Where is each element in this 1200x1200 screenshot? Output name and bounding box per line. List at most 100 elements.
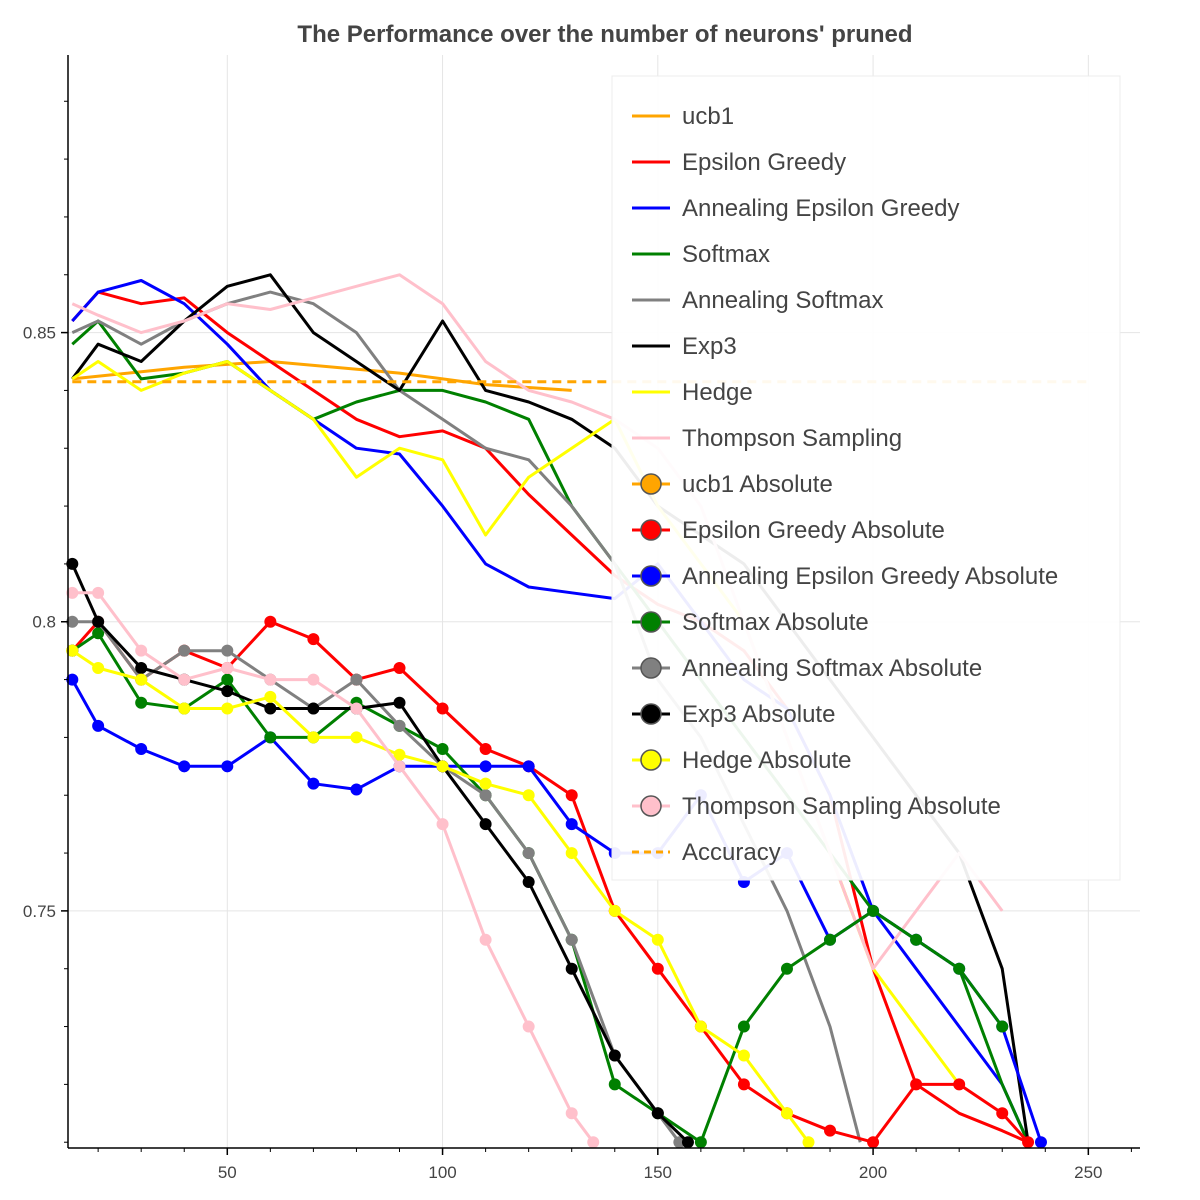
series-point-14 (178, 702, 191, 715)
series-point-14 (565, 847, 578, 860)
series-point-15 (178, 673, 191, 686)
series-point-13 (479, 818, 492, 831)
series-point-12 (393, 719, 406, 732)
series-point-13 (681, 1136, 694, 1149)
series-point-10 (1034, 1136, 1047, 1149)
series-point-11 (910, 933, 923, 946)
legend-swatch-marker (640, 749, 662, 771)
series-point-10 (135, 742, 148, 755)
legend-label: Softmax (682, 241, 770, 268)
series-point-10 (178, 760, 191, 773)
series-point-11 (953, 962, 966, 975)
series-point-10 (307, 777, 320, 790)
legend-item: Epsilon Greedy (632, 149, 846, 176)
legend-label: Epsilon Greedy Absolute (682, 517, 945, 544)
legend-label: Exp3 (682, 333, 737, 360)
series-point-12 (479, 789, 492, 802)
legend-item: Annealing Softmax (632, 287, 883, 314)
series-point-14 (264, 690, 277, 703)
series-point-13 (221, 685, 234, 698)
legend-item: Accuracy (632, 839, 781, 866)
series-line-1 (71, 290, 1029, 1144)
legend-item: Softmax Absolute (632, 609, 869, 636)
legend-item: ucb1 (632, 103, 734, 130)
series-point-15 (264, 673, 277, 686)
series-point-11 (608, 1078, 621, 1091)
series-point-14 (307, 731, 320, 744)
legend-label: Annealing Epsilon Greedy Absolute (682, 563, 1058, 590)
series-point-12 (221, 644, 234, 657)
chart-title: The Performance over the number of neuro… (297, 21, 912, 48)
legend-box (611, 75, 1121, 881)
legend: ucb1 Epsilon Greedy Annealing Epsilon Gree… (611, 75, 1121, 881)
series-point-9 (910, 1078, 923, 1091)
series-point-13 (307, 702, 320, 715)
series-point-9 (264, 615, 277, 628)
series-point-11 (996, 1020, 1009, 1033)
legend-item: Exp3 (632, 333, 737, 360)
series-point-11 (824, 933, 837, 946)
x-tick-label: 150 (644, 1163, 672, 1182)
series-point-14 (92, 662, 105, 675)
series-line-0 (72, 360, 572, 392)
series-point-13 (522, 875, 535, 888)
series-point-14 (802, 1136, 815, 1149)
legend-item: Thompson Sampling Absolute (632, 793, 1001, 820)
series-point-14 (436, 760, 449, 773)
legend-label: ucb1 (682, 103, 734, 130)
series-point-11 (264, 731, 277, 744)
series-point-13 (135, 662, 148, 675)
y-tick-label: 0.85 (23, 324, 56, 343)
legend-swatch-marker (640, 703, 662, 725)
series-point-15 (66, 586, 79, 599)
series-point-9 (867, 1136, 880, 1149)
series-point-14 (135, 673, 148, 686)
series-point-15 (350, 702, 363, 715)
series-point-9 (953, 1078, 966, 1091)
series-point-10 (221, 760, 234, 773)
series-point-9 (436, 702, 449, 715)
series-point-15 (92, 586, 105, 599)
legend-item: Epsilon Greedy Absolute (632, 517, 945, 544)
legend-item: Annealing Epsilon Greedy (632, 195, 960, 222)
x-tick-label: 200 (859, 1163, 887, 1182)
series-point-9 (737, 1078, 750, 1091)
series-point-14 (694, 1020, 707, 1033)
series-point-14 (780, 1107, 793, 1120)
series-point-14 (479, 777, 492, 790)
legend-swatch-marker (640, 611, 662, 633)
axes: 50 100 150 200 250 0.75 0.8 0.85 (23, 55, 1140, 1182)
series-point-13 (393, 696, 406, 709)
series-point-9 (824, 1124, 837, 1137)
series-point-15 (436, 818, 449, 831)
series-point-15 (221, 662, 234, 675)
series-point-10 (522, 760, 535, 773)
x-tick-label: 250 (1074, 1163, 1102, 1182)
series-point-14 (522, 789, 535, 802)
x-tick-label: 100 (428, 1163, 456, 1182)
series-point-10 (350, 783, 363, 796)
legend-label: Thompson Sampling (682, 425, 902, 452)
series-point-11 (694, 1136, 707, 1149)
series-point-14 (651, 933, 664, 946)
series-line-15 (72, 591, 595, 1144)
legend-label: Hedge (682, 379, 753, 406)
legend-item: Hedge (632, 379, 753, 406)
series-point-9 (1022, 1136, 1035, 1149)
series-point-15 (307, 673, 320, 686)
legend-label: Annealing Epsilon Greedy (682, 195, 960, 222)
series-point-11 (867, 904, 880, 917)
series-point-10 (92, 719, 105, 732)
series-point-11 (737, 1020, 750, 1033)
series-point-9 (565, 789, 578, 802)
series-point-9 (996, 1107, 1009, 1120)
series-point-15 (522, 1020, 535, 1033)
y-tick-label: 0.75 (23, 902, 56, 921)
x-tick-label: 50 (218, 1163, 237, 1182)
series-point-15 (565, 1107, 578, 1120)
y-tick-label: 0.8 (32, 613, 56, 632)
series-point-11 (135, 696, 148, 709)
series-point-12 (522, 847, 535, 860)
legend-label: Hedge Absolute (682, 747, 851, 774)
